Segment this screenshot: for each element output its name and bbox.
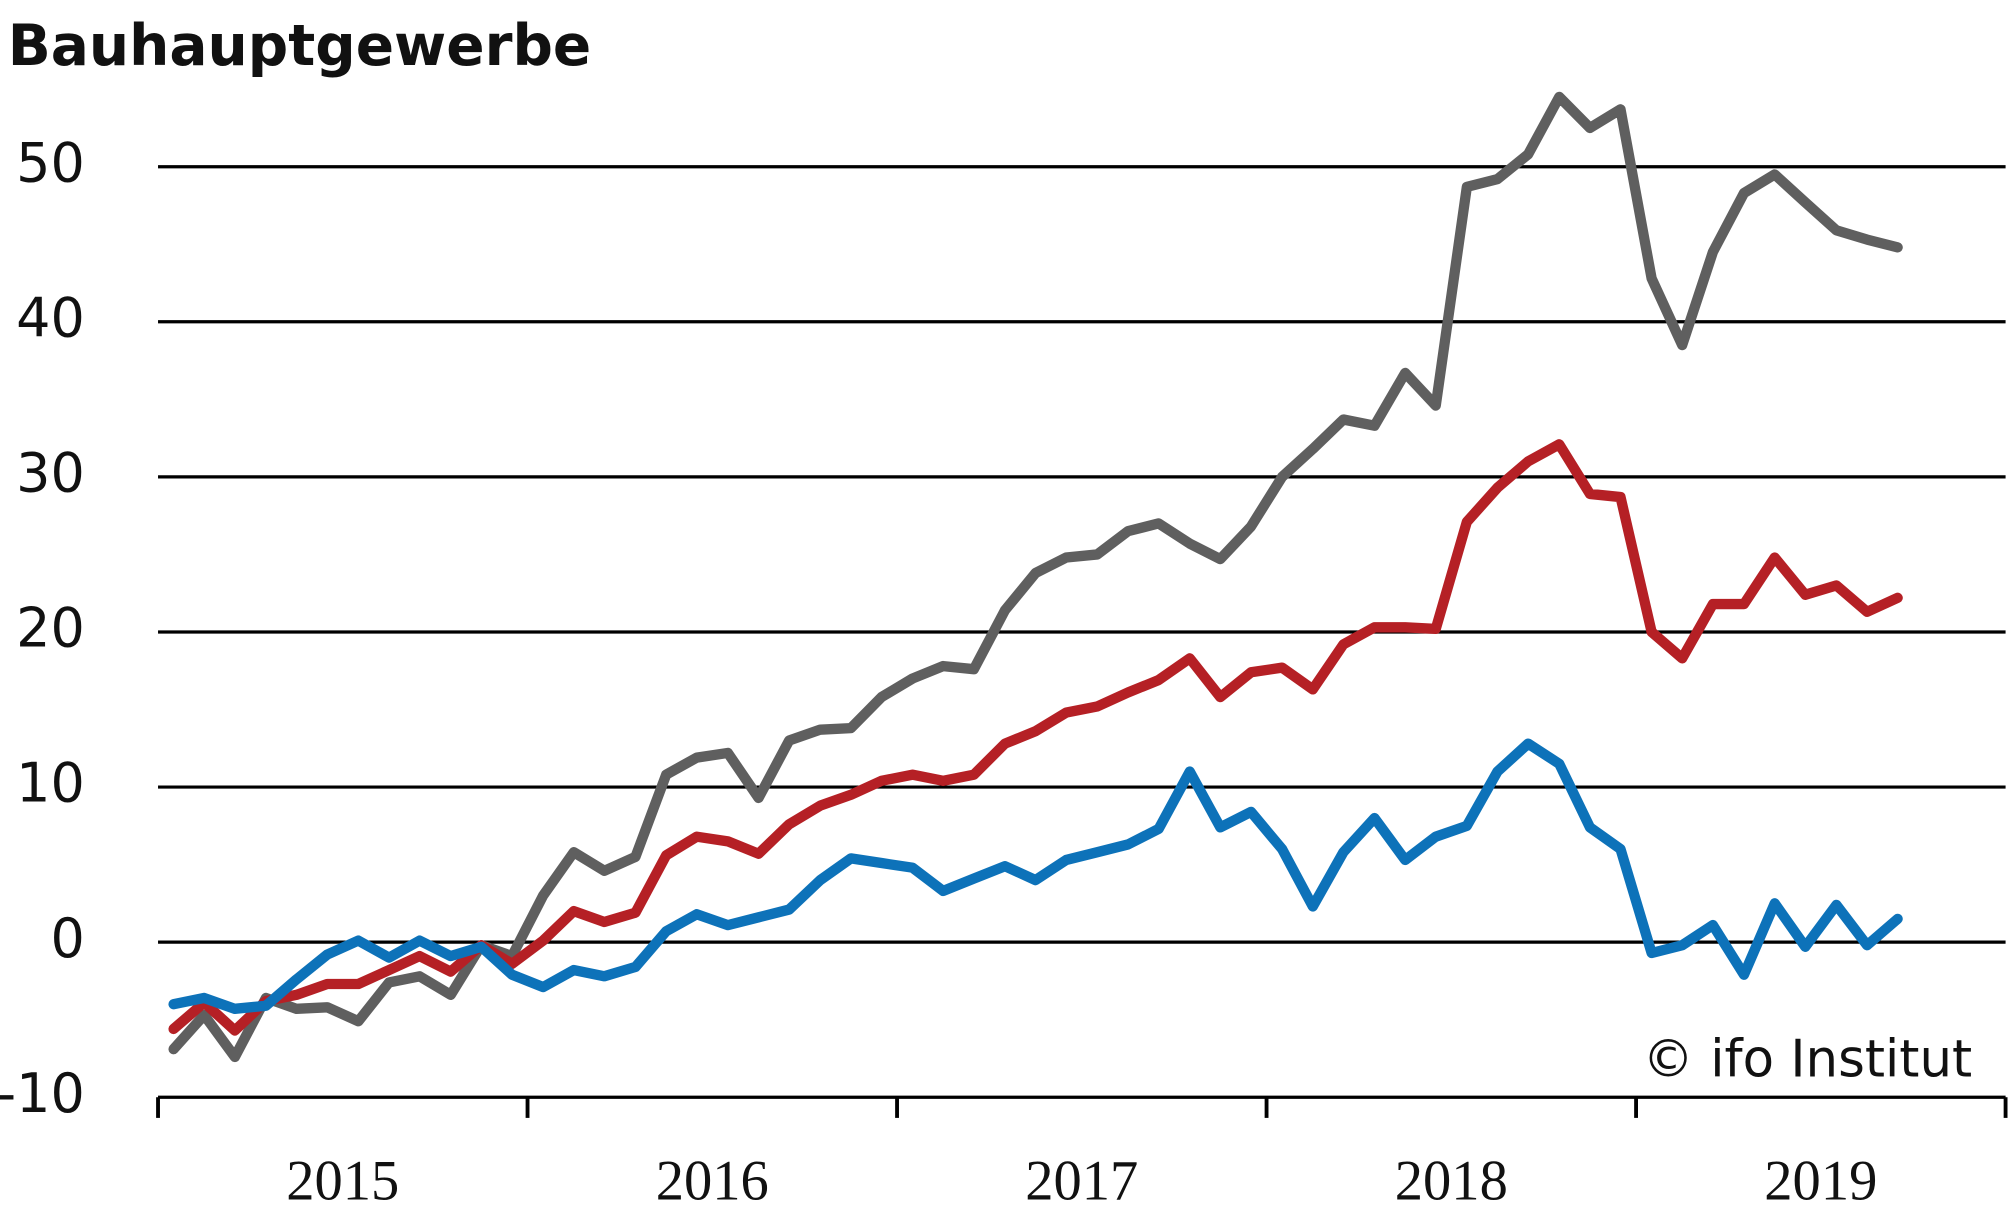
x-tick-label: 2015 xyxy=(286,1149,399,1212)
y-tick-label: 0 xyxy=(50,907,84,970)
series-line xyxy=(168,738,1903,1014)
y-tick-label: -10 xyxy=(0,1062,85,1125)
x-tick-label: 2016 xyxy=(656,1149,769,1212)
chart-title: Bauhauptgewerbe xyxy=(8,13,592,79)
series-line xyxy=(168,91,1903,1063)
y-tick-label: 50 xyxy=(16,131,85,194)
series-line xyxy=(168,439,1903,1036)
y-tick-label: 20 xyxy=(16,597,85,660)
annotation: © ifo Institut xyxy=(1643,1029,1973,1089)
x-tick-label: 2018 xyxy=(1395,1149,1508,1212)
y-tick-label: 40 xyxy=(16,286,85,349)
x-tick-label: 2017 xyxy=(1025,1149,1138,1212)
y-tick-label: 10 xyxy=(16,752,85,815)
y-tick-label: 30 xyxy=(16,441,85,504)
x-tick-label: 2019 xyxy=(1764,1149,1877,1212)
